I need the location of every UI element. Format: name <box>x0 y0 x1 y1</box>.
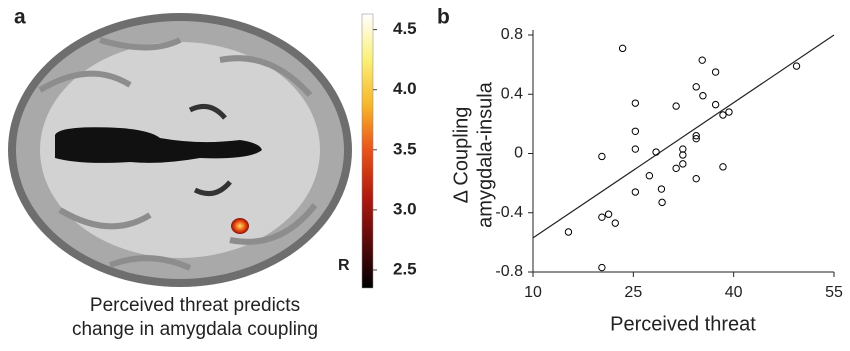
data-point <box>599 153 605 159</box>
panel-label: b <box>437 6 450 29</box>
x-tick-label: 10 <box>524 284 542 301</box>
data-point <box>632 128 638 134</box>
data-point <box>673 165 679 171</box>
data-point <box>700 93 706 99</box>
colorbar <box>362 14 373 288</box>
data-point <box>726 109 732 115</box>
data-point <box>720 112 726 118</box>
x-tick-label: 55 <box>825 284 843 301</box>
trend-line <box>533 35 834 238</box>
y-tick-label: -0.4 <box>495 204 523 221</box>
data-point <box>632 189 638 195</box>
caption: change in amygdala coupling <box>72 319 318 340</box>
data-point <box>673 103 679 109</box>
y-tick-label: 0 <box>514 145 523 162</box>
data-point <box>619 45 625 51</box>
data-point <box>693 175 699 181</box>
figure: a R Perceived threat predicts change in … <box>0 0 850 346</box>
x-tick-label: 40 <box>725 284 743 301</box>
panel-label: a <box>14 6 26 29</box>
data-point <box>632 100 638 106</box>
data-point <box>693 84 699 90</box>
data-point <box>659 199 665 205</box>
data-point <box>658 186 664 192</box>
data-point <box>699 57 705 63</box>
data-point <box>599 214 605 220</box>
brain-image <box>8 13 352 287</box>
colorbar-tick-label: 3.5 <box>393 139 417 158</box>
y-tick-label: 0.4 <box>501 85 523 102</box>
colorbar-tick-label: 4.5 <box>393 19 417 38</box>
caption: Perceived threat predicts <box>90 295 300 316</box>
data-point <box>712 101 718 107</box>
data-point <box>632 146 638 152</box>
colorbar-tick-label: 3.0 <box>393 199 417 218</box>
data-point <box>680 161 686 167</box>
data-point <box>599 264 605 270</box>
data-point <box>565 229 571 235</box>
colorbar-tick-label: 2.5 <box>393 259 417 278</box>
data-point <box>646 173 652 179</box>
orientation-label: R <box>338 257 350 274</box>
y-tick-label: -0.8 <box>495 263 523 280</box>
colorbar-tick-label: 4.0 <box>393 79 417 98</box>
x-axis-label: Perceived threat <box>610 313 756 335</box>
data-point <box>720 164 726 170</box>
data-point <box>605 211 611 217</box>
y-axis-label: Δ Coupling <box>450 107 472 204</box>
y-tick-label: 0.8 <box>501 26 523 43</box>
x-tick-label: 25 <box>624 284 642 301</box>
data-point <box>612 220 618 226</box>
data-point <box>793 63 799 69</box>
y-axis-label: amygdala-insula <box>474 81 496 228</box>
data-point <box>712 69 718 75</box>
